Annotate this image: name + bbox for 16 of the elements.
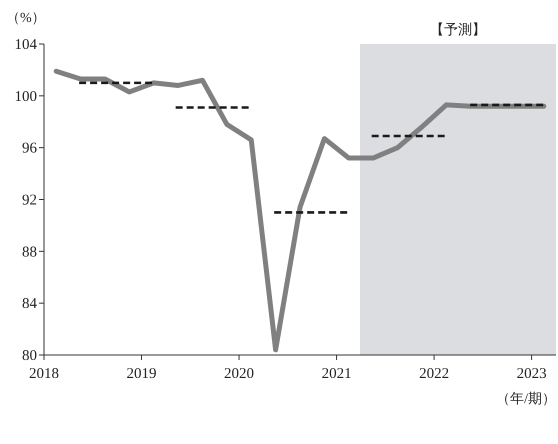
x-tick-label: 2020 bbox=[224, 366, 254, 382]
y-axis-title: （%） bbox=[6, 11, 46, 26]
x-tick-label: 2021 bbox=[322, 366, 352, 382]
y-tick-label: 84 bbox=[22, 296, 38, 312]
y-tick-label: 92 bbox=[22, 192, 37, 208]
y-tick-label: 88 bbox=[22, 244, 37, 260]
y-tick-label: 80 bbox=[22, 348, 37, 364]
x-tick-label: 2023 bbox=[516, 366, 547, 382]
y-tick-label: 96 bbox=[22, 140, 38, 157]
x-tick-label: 2022 bbox=[419, 366, 450, 382]
x-tick-label: 2018 bbox=[29, 366, 59, 382]
x-tick-label: 2019 bbox=[126, 366, 157, 382]
y-tick-label: 100 bbox=[14, 88, 37, 105]
y-tick-label: 104 bbox=[14, 37, 38, 53]
x-axis-title: （年/期） bbox=[496, 391, 556, 407]
band-label: 【予測】 bbox=[430, 22, 486, 38]
